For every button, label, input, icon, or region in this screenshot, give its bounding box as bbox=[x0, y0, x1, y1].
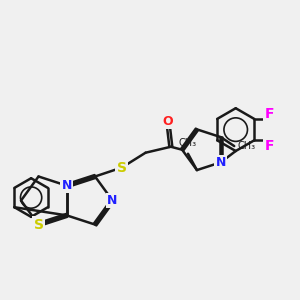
Text: S: S bbox=[34, 218, 44, 232]
Text: F: F bbox=[264, 139, 274, 153]
Text: N: N bbox=[107, 194, 118, 207]
Text: N: N bbox=[216, 156, 226, 169]
Text: CH₃: CH₃ bbox=[237, 141, 255, 151]
Text: F: F bbox=[264, 106, 274, 121]
Text: S: S bbox=[117, 160, 127, 175]
Text: N: N bbox=[61, 179, 72, 192]
Text: O: O bbox=[163, 115, 173, 128]
Text: CH₃: CH₃ bbox=[179, 138, 197, 148]
